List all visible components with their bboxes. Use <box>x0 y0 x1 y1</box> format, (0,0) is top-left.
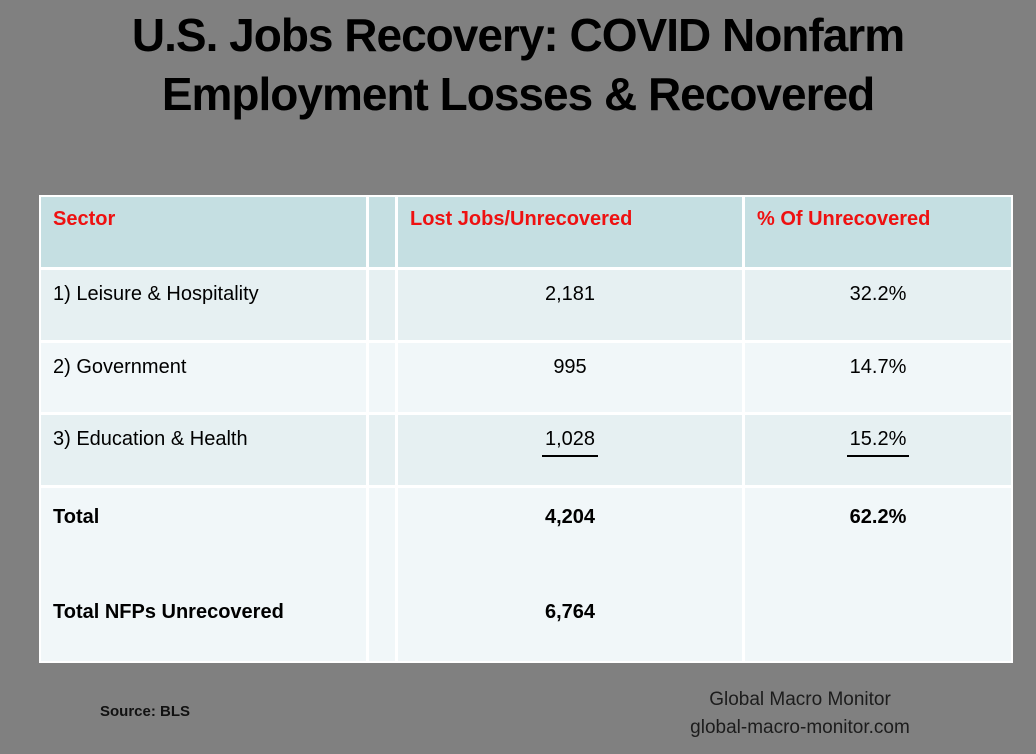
total-row-lost-jobs: 4,204 6,764 <box>398 488 742 661</box>
total-nfp-lost-jobs: 6,764 <box>544 601 596 623</box>
column-header-lost-jobs: Lost Jobs/Unrecovered <box>398 197 742 267</box>
total-nfp-label: Total NFPs Unrecovered <box>53 601 284 623</box>
source-note: Source: BLS <box>100 703 191 720</box>
brand-attribution: Global Macro Monitor global-macro-monito… <box>588 686 1012 742</box>
table-row-spacer <box>369 343 395 412</box>
table-row-lost-jobs: 995 <box>398 343 742 412</box>
title-line-1: U.S. Jobs Recovery: COVID Nonfarm <box>131 9 905 61</box>
column-header-sector: Sector <box>41 197 366 267</box>
table-row-lost-jobs: 2,181 <box>398 270 742 340</box>
brand-url: global-macro-monitor.com <box>690 717 910 738</box>
underlined-value: 15.2% <box>846 428 910 457</box>
total-row-labels: Total Total NFPs Unrecovered <box>41 488 366 661</box>
table-row-spacer <box>369 270 395 340</box>
total-label: Total <box>53 506 100 528</box>
table-row-pct: 32.2% <box>745 270 1011 340</box>
column-header-pct-unrecovered: % Of Unrecovered <box>745 197 1011 267</box>
table-row-pct: 15.2% <box>745 415 1011 485</box>
table-row-spacer <box>369 488 395 661</box>
employment-table: Sector Lost Jobs/Unrecovered % Of Unreco… <box>39 195 1013 663</box>
table-row-spacer <box>369 415 395 485</box>
title-line-2: Employment Losses & Recovered <box>161 68 875 120</box>
underlined-value: 1,028 <box>541 428 599 457</box>
brand-name: Global Macro Monitor <box>709 689 891 710</box>
total-row-pct: 62.2% <box>745 488 1011 661</box>
table-row-sector: 3) Education & Health <box>41 415 366 485</box>
table-row-pct: 14.7% <box>745 343 1011 412</box>
table-row-lost-jobs: 1,028 <box>398 415 742 485</box>
total-lost-jobs: 4,204 <box>544 506 596 528</box>
table-row-sector: 1) Leisure & Hospitality <box>41 270 366 340</box>
page-title: U.S. Jobs Recovery: COVID Nonfarm Employ… <box>0 6 1036 124</box>
total-pct: 62.2% <box>849 506 907 528</box>
table-row-sector: 2) Government <box>41 343 366 412</box>
column-header-spacer <box>369 197 395 267</box>
